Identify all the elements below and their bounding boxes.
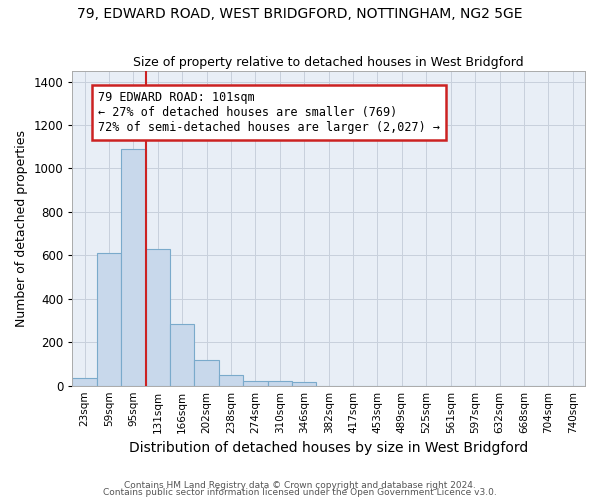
Bar [292, 382, 316, 386]
Bar [146, 249, 170, 386]
Bar [194, 360, 219, 386]
X-axis label: Distribution of detached houses by size in West Bridgford: Distribution of detached houses by size … [129, 441, 528, 455]
Text: Contains HM Land Registry data © Crown copyright and database right 2024.: Contains HM Land Registry data © Crown c… [124, 480, 476, 490]
Bar [97, 253, 121, 386]
Text: 79, EDWARD ROAD, WEST BRIDGFORD, NOTTINGHAM, NG2 5GE: 79, EDWARD ROAD, WEST BRIDGFORD, NOTTING… [77, 8, 523, 22]
Bar [121, 149, 146, 386]
Bar [219, 376, 243, 386]
Text: Contains public sector information licensed under the Open Government Licence v3: Contains public sector information licen… [103, 488, 497, 497]
Bar [170, 324, 194, 386]
Y-axis label: Number of detached properties: Number of detached properties [15, 130, 28, 326]
Bar [73, 378, 97, 386]
Bar [243, 381, 268, 386]
Title: Size of property relative to detached houses in West Bridgford: Size of property relative to detached ho… [133, 56, 524, 70]
Text: 79 EDWARD ROAD: 101sqm
← 27% of detached houses are smaller (769)
72% of semi-de: 79 EDWARD ROAD: 101sqm ← 27% of detached… [98, 91, 440, 134]
Bar [268, 382, 292, 386]
